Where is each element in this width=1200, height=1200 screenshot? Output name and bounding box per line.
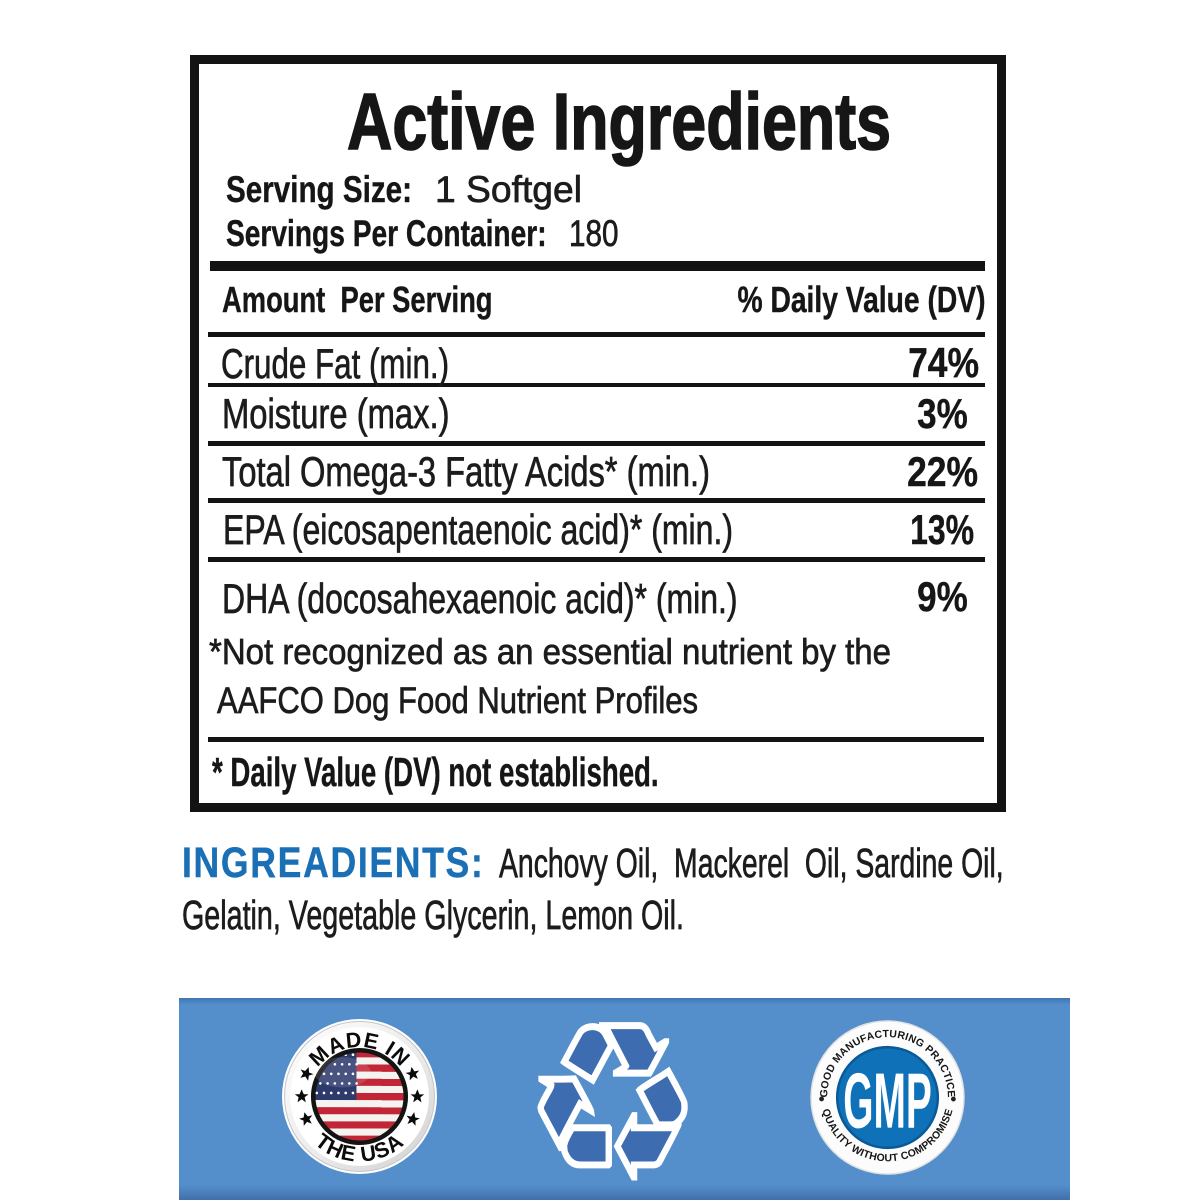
svg-text:GMP: GMP (843, 1057, 932, 1145)
